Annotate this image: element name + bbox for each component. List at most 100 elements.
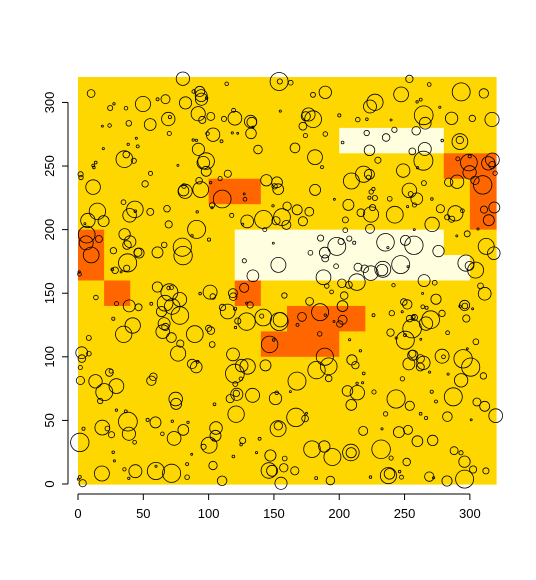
point-circle <box>301 107 316 122</box>
heatmap-cell <box>104 153 131 180</box>
point-circle <box>356 208 366 218</box>
point-circle <box>404 400 415 411</box>
point-circle <box>388 310 395 317</box>
point-circle <box>432 245 445 258</box>
point-circle <box>97 215 110 228</box>
point-circle <box>318 440 331 453</box>
point-circle <box>438 309 446 317</box>
heatmap-cell <box>182 382 210 409</box>
point-circle <box>415 166 420 170</box>
heatmap-cell <box>104 433 131 460</box>
heatmap-cell <box>104 229 131 256</box>
point-circle <box>269 420 287 438</box>
heatmap-cell <box>339 127 366 154</box>
point-circle <box>163 204 171 213</box>
point-circle <box>232 381 239 387</box>
point-circle <box>382 411 389 417</box>
point-circle <box>86 351 92 357</box>
point-circle <box>134 96 151 113</box>
heatmap-cell <box>417 255 445 282</box>
point-circle <box>260 462 278 479</box>
point-circle <box>381 133 391 142</box>
point-circle <box>254 451 258 455</box>
point-circle <box>442 411 453 422</box>
heatmap-cell <box>313 280 340 307</box>
heatmap-cell <box>365 305 393 332</box>
heatmap-cell <box>287 382 314 409</box>
point-circle <box>239 436 247 444</box>
point-circle <box>281 455 288 462</box>
point-circle <box>245 387 261 403</box>
point-circle <box>209 181 213 185</box>
point-circle <box>375 263 389 277</box>
point-circle <box>451 82 471 102</box>
point-circle <box>112 459 116 463</box>
y-tick-label: 200 <box>42 219 57 241</box>
point-circle <box>227 288 238 299</box>
point-circle <box>481 156 496 171</box>
point-circle <box>209 429 222 442</box>
point-circle <box>175 71 190 86</box>
point-circle <box>264 449 277 462</box>
heatmap-cell <box>260 127 288 154</box>
point-circle <box>216 475 228 487</box>
heatmap-cell <box>234 255 262 282</box>
point-circle <box>304 110 322 128</box>
point-circle <box>178 96 192 110</box>
point-circle <box>476 227 480 231</box>
point-circle <box>349 385 365 401</box>
point-circle <box>170 306 190 325</box>
heatmap-cell <box>208 127 236 154</box>
point-circle <box>200 443 207 450</box>
point-circle <box>348 273 366 291</box>
point-circle <box>397 469 402 474</box>
heatmap-cell <box>391 102 419 129</box>
heatmap-cell <box>182 229 210 256</box>
point-circle <box>176 163 180 167</box>
point-circle <box>127 476 131 480</box>
point-circle <box>200 165 212 177</box>
point-circle <box>135 144 140 149</box>
point-circle <box>266 464 279 477</box>
point-circle <box>441 475 453 487</box>
point-circle <box>160 283 179 302</box>
point-circle <box>271 241 275 245</box>
heatmap-cell <box>104 305 131 332</box>
point-circle <box>141 180 149 188</box>
point-circle <box>123 409 128 414</box>
point-circle <box>187 358 198 369</box>
point-circle <box>211 438 215 442</box>
point-circle <box>462 165 477 180</box>
heatmap-cell <box>365 153 393 180</box>
point-circle <box>403 333 407 338</box>
point-circle <box>110 267 115 272</box>
point-circle <box>209 202 216 209</box>
point-circle <box>160 241 168 249</box>
point-circle <box>342 198 355 211</box>
point-circle <box>233 325 238 330</box>
point-circle <box>259 359 272 372</box>
heatmap-cell <box>391 178 419 205</box>
point-circle <box>161 111 176 127</box>
point-circle <box>268 391 283 405</box>
heatmap-cell <box>156 255 184 282</box>
point-circle <box>472 397 482 407</box>
point-circle <box>455 156 461 162</box>
point-circle <box>170 397 183 410</box>
heatmap-cell <box>469 178 497 205</box>
point-circle <box>231 107 237 113</box>
point-circle <box>441 354 446 360</box>
heatmap-cell <box>130 153 157 180</box>
point-circle <box>340 291 349 300</box>
point-circle <box>187 219 207 239</box>
heatmap-cell <box>339 356 366 383</box>
point-circle <box>411 126 421 136</box>
x-tick-label: 0 <box>74 506 81 521</box>
heatmap-cell <box>260 153 288 180</box>
point-circle <box>281 219 292 230</box>
point-circle <box>70 432 90 452</box>
point-circle <box>78 174 84 181</box>
point-circle <box>446 372 450 376</box>
point-circle <box>455 469 475 489</box>
heatmap-cell <box>287 127 314 154</box>
